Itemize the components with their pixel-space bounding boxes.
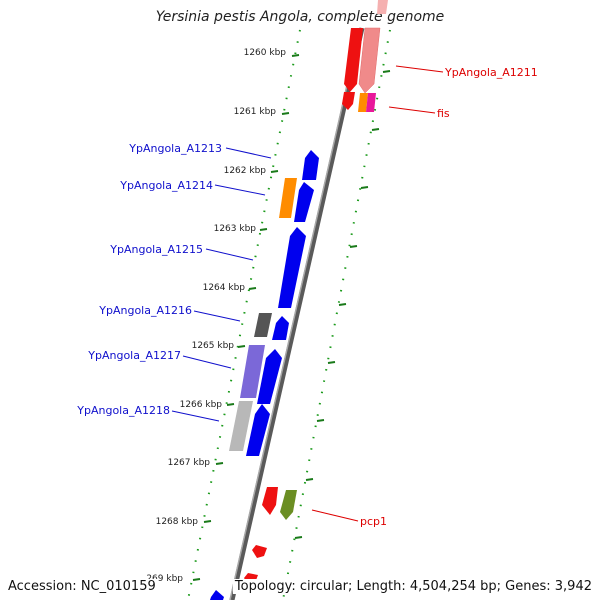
gene-label[interactable]: YpAngola_A1215 [109,243,203,256]
scale-tick [259,228,268,231]
scale-tick [294,536,303,539]
outer-scale-track [282,29,391,600]
gene-feature[interactable] [229,401,253,451]
label-leaders [171,65,444,522]
scale-label: 1265 kbp [192,341,235,351]
genome-title: Yersinia pestis Angola, complete genome [155,9,445,25]
gene-feature[interactable] [279,178,297,218]
gene-feature[interactable] [366,93,376,112]
gene-feature[interactable] [246,404,270,456]
scale-tick [226,403,235,406]
scale-label: 1267 kbp [168,458,211,468]
leader-line [193,310,241,322]
scale-tick [360,186,369,189]
scale-tick [203,520,212,523]
leader-line [171,410,220,422]
gene-feature[interactable] [257,349,282,404]
leader-line [311,509,359,522]
scale-tick [270,170,279,173]
gene-feature[interactable] [302,150,319,180]
scale-tick [349,245,358,248]
scale-tick [237,345,246,348]
scale-label: 269 kbp [146,574,183,584]
gene-labels: YpAngola_A1211 fis YpAngola_A1213 YpAngo… [76,66,537,528]
gene-label[interactable]: YpAngola_A1211 [444,66,538,79]
leader-line [225,147,272,159]
gene-feature[interactable] [358,93,368,112]
gene-label[interactable]: fis [437,107,450,120]
gene-label[interactable]: YpAngola_A1218 [76,404,170,417]
scale-label: 1263 kbp [214,224,257,234]
gene-feature[interactable] [294,182,314,222]
scale-tick [192,578,201,581]
leader-line [214,184,266,196]
scale-tick [291,54,300,57]
leader-line [388,106,436,114]
scale-tick [281,112,290,115]
scale-label: 1266 kbp [180,400,223,410]
scale-tick [305,478,314,481]
inner-scale-track [187,29,301,600]
topology-label: Topology: circular; Length: 4,504,254 bp… [232,579,594,594]
scale-labels: 1260 kbp 1261 kbp 1262 kbp 1263 kbp 1264… [146,48,286,584]
scale-label: 1260 kbp [244,48,287,58]
genome-backbone-highlight [229,27,361,600]
gene-feature[interactable] [377,0,388,14]
gene-label[interactable]: pcp1 [360,515,387,528]
scale-label: 1261 kbp [234,107,277,117]
scale-label: 1268 kbp [156,517,199,527]
gene-feature[interactable] [278,227,306,308]
reverse-genes [210,150,319,600]
gene-label[interactable]: YpAngola_A1217 [87,349,181,362]
scale-tick [215,462,224,465]
accession-label: Accession: NC_010159 [6,579,158,594]
leader-line [205,248,254,261]
forward-genes [244,0,388,586]
scale-tick [338,303,347,306]
gene-feature[interactable] [358,27,381,94]
scale-tick [382,70,391,73]
gene-feature[interactable] [342,92,355,110]
scale-tick [316,419,325,422]
gene-feature[interactable] [254,313,272,337]
gene-feature[interactable] [210,590,224,600]
gene-feature[interactable] [280,490,297,520]
scale-ticks [192,54,391,581]
gene-feature[interactable] [240,345,265,398]
scale-label: 1264 kbp [203,283,246,293]
scale-label: 1262 kbp [224,166,267,176]
scale-tick [371,128,380,131]
gene-feature[interactable] [252,545,267,558]
gene-feature[interactable] [272,316,289,340]
gene-label[interactable]: YpAngola_A1216 [98,304,192,317]
scale-tick [248,287,257,290]
gene-feature[interactable] [262,487,278,515]
scale-tick [327,361,336,364]
gene-label[interactable]: YpAngola_A1214 [119,179,213,192]
gene-feature[interactable] [344,28,363,92]
genome-backbone [229,27,365,600]
gene-label[interactable]: YpAngola_A1213 [128,142,222,155]
leader-line [395,65,444,73]
leader-line [182,355,232,369]
